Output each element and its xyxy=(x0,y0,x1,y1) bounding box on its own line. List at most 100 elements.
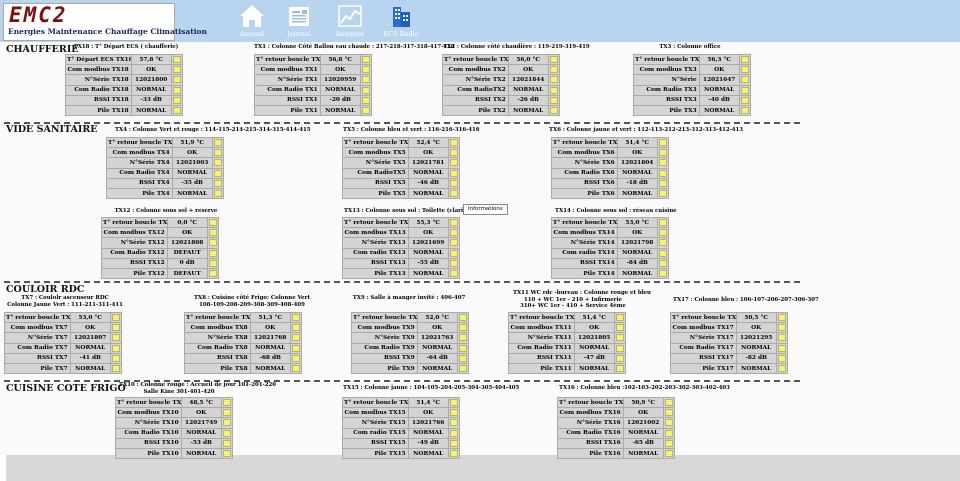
info-button[interactable] xyxy=(656,136,670,149)
info-button[interactable] xyxy=(220,407,234,419)
info-button[interactable] xyxy=(738,74,752,86)
info-button[interactable] xyxy=(220,427,234,439)
info-button[interactable] xyxy=(359,53,373,66)
info-button[interactable] xyxy=(656,177,670,189)
info-button[interactable] xyxy=(775,311,789,324)
info-button[interactable] xyxy=(220,447,234,460)
nav-ecs-radio[interactable]: ECS Radio xyxy=(376,4,426,38)
info-button[interactable] xyxy=(447,257,461,269)
info-button[interactable] xyxy=(447,216,461,229)
info-button[interactable] xyxy=(447,136,461,149)
info-button[interactable] xyxy=(211,187,225,200)
info-button[interactable] xyxy=(447,157,461,169)
info-button[interactable] xyxy=(170,104,184,117)
info-button[interactable] xyxy=(206,247,220,259)
info-button[interactable] xyxy=(211,177,225,189)
info-button[interactable] xyxy=(447,227,461,239)
info-button[interactable] xyxy=(206,237,220,249)
info-button[interactable] xyxy=(656,227,670,239)
info-button[interactable] xyxy=(662,447,676,460)
info-button[interactable] xyxy=(447,267,461,280)
info-button[interactable] xyxy=(656,187,670,200)
info-button[interactable] xyxy=(447,167,461,179)
info-button[interactable] xyxy=(456,311,470,324)
info-button[interactable] xyxy=(775,362,789,375)
info-button[interactable] xyxy=(656,147,670,159)
info-button[interactable] xyxy=(109,352,123,364)
info-button[interactable] xyxy=(456,332,470,344)
info-button[interactable] xyxy=(656,267,670,280)
info-button[interactable] xyxy=(447,187,461,200)
info-button[interactable] xyxy=(359,84,373,96)
info-button[interactable] xyxy=(359,74,373,86)
info-button[interactable] xyxy=(170,94,184,106)
info-button[interactable] xyxy=(447,447,461,460)
info-button[interactable] xyxy=(547,53,561,66)
info-button[interactable] xyxy=(170,84,184,96)
info-button[interactable] xyxy=(447,247,461,259)
nav-analyses[interactable]: Analyses xyxy=(325,4,375,38)
info-button[interactable] xyxy=(206,257,220,269)
info-button[interactable] xyxy=(775,322,789,334)
info-button[interactable] xyxy=(109,332,123,344)
info-button[interactable] xyxy=(447,147,461,159)
info-button[interactable] xyxy=(211,167,225,179)
info-button[interactable] xyxy=(447,417,461,429)
info-button[interactable] xyxy=(547,84,561,96)
info-button[interactable] xyxy=(547,64,561,76)
info-button[interactable] xyxy=(109,311,123,324)
info-button[interactable] xyxy=(738,84,752,96)
nav-accueil[interactable]: Accueil xyxy=(227,4,277,38)
info-button[interactable] xyxy=(359,104,373,117)
info-button[interactable] xyxy=(206,267,220,280)
info-button[interactable] xyxy=(447,177,461,189)
info-button[interactable] xyxy=(662,396,676,409)
info-button[interactable] xyxy=(289,332,303,344)
info-button[interactable] xyxy=(662,427,676,439)
info-button[interactable] xyxy=(447,407,461,419)
info-button[interactable] xyxy=(613,362,627,375)
info-button[interactable] xyxy=(738,104,752,117)
info-button[interactable] xyxy=(738,64,752,76)
info-button[interactable] xyxy=(220,417,234,429)
info-button[interactable] xyxy=(662,437,676,449)
nav-journal[interactable]: Journal xyxy=(274,4,324,38)
info-button[interactable] xyxy=(547,94,561,106)
info-button[interactable] xyxy=(547,104,561,117)
info-button[interactable] xyxy=(447,396,461,409)
info-button[interactable] xyxy=(206,216,220,229)
info-button[interactable] xyxy=(211,136,225,149)
info-button[interactable] xyxy=(738,53,752,66)
info-button[interactable] xyxy=(211,157,225,169)
info-button[interactable] xyxy=(456,322,470,334)
info-button[interactable] xyxy=(656,247,670,259)
info-button[interactable] xyxy=(206,227,220,239)
info-button[interactable] xyxy=(220,396,234,409)
info-button[interactable] xyxy=(656,216,670,229)
info-button[interactable] xyxy=(775,352,789,364)
info-button[interactable] xyxy=(170,74,184,86)
info-button[interactable] xyxy=(109,342,123,354)
info-button[interactable] xyxy=(547,74,561,86)
info-button[interactable] xyxy=(359,94,373,106)
info-button[interactable] xyxy=(220,437,234,449)
info-button[interactable] xyxy=(109,322,123,334)
info-button[interactable] xyxy=(289,342,303,354)
info-button[interactable] xyxy=(656,157,670,169)
info-button[interactable] xyxy=(170,64,184,76)
info-button[interactable] xyxy=(447,237,461,249)
info-button[interactable] xyxy=(613,322,627,334)
info-button[interactable] xyxy=(662,417,676,429)
info-button[interactable] xyxy=(211,147,225,159)
info-button[interactable] xyxy=(613,342,627,354)
info-button[interactable] xyxy=(613,352,627,364)
info-button[interactable] xyxy=(656,257,670,269)
info-button[interactable] xyxy=(456,352,470,364)
info-button[interactable] xyxy=(289,322,303,334)
info-button[interactable] xyxy=(613,311,627,324)
info-button[interactable] xyxy=(359,64,373,76)
info-button[interactable] xyxy=(656,237,670,249)
info-button[interactable] xyxy=(447,427,461,439)
info-button[interactable] xyxy=(170,53,184,66)
info-button[interactable] xyxy=(738,94,752,106)
